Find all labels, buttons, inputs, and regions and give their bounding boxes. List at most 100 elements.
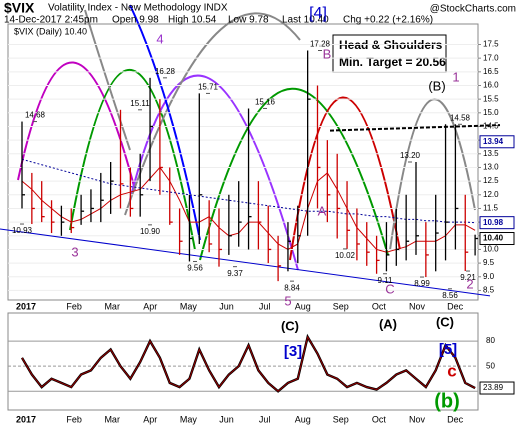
y-tick-label: 17.5: [483, 40, 499, 49]
wave-label: (B): [428, 78, 445, 93]
wave-label: (C): [281, 318, 299, 333]
price-label: 8.84: [284, 283, 300, 292]
y-tick-label: 50: [486, 361, 495, 370]
cycle-arc: [389, 98, 476, 251]
cycle-arc: [69, 68, 196, 251]
neckline: [329, 124, 501, 132]
y-tick-label: 9.0: [483, 272, 495, 281]
x-tick-label: May: [180, 301, 198, 311]
y-tick-label: 11.5: [483, 204, 499, 213]
open: Open 9.98: [112, 15, 159, 26]
wave-label: (b): [434, 390, 460, 412]
price-label: 10.93: [12, 226, 33, 235]
price-label: 10.90: [140, 227, 161, 236]
wave-label: c: [447, 361, 456, 380]
cycle-arc: [84, 9, 131, 151]
high: High 10.54: [168, 15, 217, 26]
price-label: 14.58: [450, 113, 471, 122]
wave-label: 1: [452, 69, 459, 84]
x-tick-label: Nov: [409, 301, 426, 311]
oscillator-panel: [7, 312, 479, 411]
y-tick-label: 8.5: [483, 286, 495, 295]
price-box-label: 13.94: [483, 137, 504, 146]
price-box: [479, 216, 515, 230]
x-tick-label: May: [180, 414, 198, 424]
oscillator-box: [479, 381, 515, 395]
cycle-arc: [289, 96, 401, 261]
x-tick-label: Feb: [66, 414, 82, 424]
wave-label: 5: [284, 293, 291, 308]
x-tick-label: Mar: [104, 414, 120, 424]
note-box: [332, 34, 447, 73]
price-label: 9.21: [460, 273, 476, 282]
price-label: 15.16: [255, 98, 276, 107]
x-tick-label: Jul: [259, 301, 271, 311]
x-tick-label: Aug: [295, 301, 311, 311]
y-tick-label: 13.5: [483, 149, 499, 158]
wave-label: C: [385, 281, 394, 296]
x-tick-label: Jul: [259, 414, 271, 424]
x-tick-label: Sep: [333, 301, 349, 311]
x-tick-label: 2017: [16, 301, 36, 311]
y-tick-label: 9.5: [483, 258, 495, 267]
x-tick-label: Apr: [143, 414, 157, 424]
note-line: Head & Shoulders: [339, 38, 443, 52]
x-tick-label: Dec: [447, 301, 464, 311]
change: Chg +0.22 (+2.16%): [343, 15, 433, 26]
cycle-arc: [17, 61, 136, 191]
legend: $VIX (Daily) 10.40: [14, 26, 87, 36]
trendline: [0, 228, 491, 297]
price-label: 8.56: [442, 291, 458, 300]
wave-label: 3: [71, 244, 78, 259]
wave-label: B: [323, 46, 332, 61]
price-label: 13.20: [400, 151, 421, 160]
wave-label: [4]: [309, 5, 327, 22]
y-tick-label: 16.5: [483, 67, 499, 76]
y-tick-label: 16.0: [483, 81, 499, 90]
y-tick-label: 15.0: [483, 108, 499, 117]
price-label: 16.28: [155, 67, 176, 76]
price-label: 17.28: [310, 40, 331, 49]
cycle-arc: [129, 4, 201, 241]
price-box-label: 10.40: [483, 234, 504, 243]
price-label: 10.02: [335, 251, 356, 260]
x-tick-label: 2017: [16, 414, 36, 424]
x-tick-label: Apr: [143, 301, 157, 311]
y-tick-label: 14.5: [483, 122, 499, 131]
x-tick-label: Oct: [372, 301, 387, 311]
y-tick-label: 12.0: [483, 190, 499, 199]
price-label: 15.71: [198, 83, 219, 92]
wave-label: (A): [379, 316, 397, 331]
wave-label: 4: [156, 31, 163, 46]
symbol: $VIX: [4, 0, 35, 16]
y-tick-label: 15.5: [483, 94, 499, 103]
oscillator-line: [21, 335, 476, 392]
price-label: 9.11: [378, 276, 394, 285]
y-tick-label: 17.0: [483, 53, 499, 62]
price-box: [479, 135, 515, 149]
wave-label: 2: [466, 276, 473, 291]
oscillator-value: 23.89: [483, 383, 504, 392]
x-tick-label: Nov: [409, 414, 426, 424]
wave-label: [5]: [439, 341, 457, 358]
x-tick-label: Jun: [219, 414, 234, 424]
y-tick-label: 10.0: [483, 245, 499, 254]
cycle-arc: [199, 87, 389, 261]
wave-label: A: [318, 203, 327, 218]
last: Last 10.40: [282, 15, 329, 26]
x-tick-label: Jun: [219, 301, 234, 311]
price-label: 9.56: [187, 264, 203, 273]
low: Low 9.78: [228, 15, 269, 26]
x-tick-label: Dec: [447, 414, 464, 424]
price-box-label: 10.98: [483, 218, 504, 227]
x-tick-label: Sep: [333, 414, 349, 424]
watermark: @StockCharts.com: [430, 4, 516, 15]
y-tick-label: 13.0: [483, 163, 499, 172]
price-panel: [7, 23, 479, 301]
x-tick-label: Aug: [295, 414, 311, 424]
y-tick-label: 80: [486, 336, 495, 345]
y-tick-label: 12.5: [483, 176, 499, 185]
x-tick-label: Oct: [372, 414, 387, 424]
price-box: [479, 232, 515, 246]
